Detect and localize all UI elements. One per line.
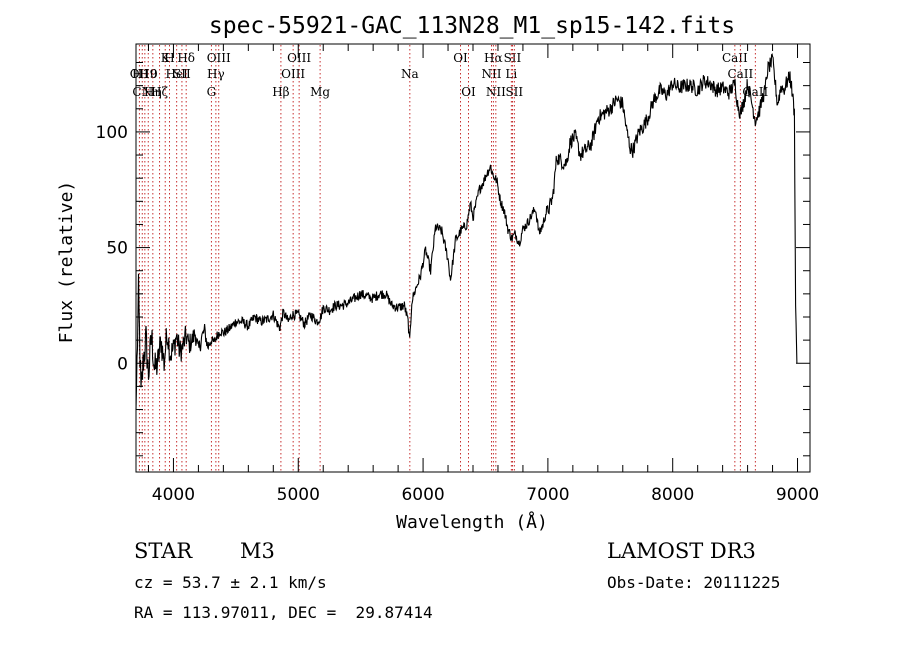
spectral-line-label: CaII bbox=[727, 67, 753, 81]
spectral-line-label: H bbox=[164, 51, 174, 65]
spectral-line-label: OIII bbox=[287, 51, 311, 65]
x-tick-label: 5000 bbox=[277, 485, 320, 505]
coordinates: RA = 113.97011, DEC = 29.87414 bbox=[134, 603, 433, 622]
observation-date: Obs-Date: 20111225 bbox=[607, 573, 781, 592]
survey-name: LAMOST DR3 bbox=[607, 539, 756, 563]
spectral-line-label: OIII bbox=[207, 51, 231, 65]
x-tick-label: 8000 bbox=[651, 485, 694, 505]
y-tick-label: 100 bbox=[96, 123, 128, 143]
x-tick-label: 6000 bbox=[401, 485, 444, 505]
spectral-line-markers: OIICNH10H9HηHζKHHeISIIHδGHγOIIIHβOIIIOII… bbox=[130, 45, 768, 471]
spectral-line-label: NII bbox=[486, 85, 506, 99]
spectral-line-label: K bbox=[161, 51, 171, 65]
spectral-line-label: OI bbox=[461, 85, 476, 99]
spectral-line-label: SII bbox=[504, 51, 522, 65]
spectral-line-label: Li bbox=[505, 67, 517, 81]
axis-ticks: 4000 5000 6000 7000 8000 9000 0 50 100 bbox=[96, 44, 819, 505]
x-tick-label: 7000 bbox=[526, 485, 569, 505]
spectral-line-label: Mg bbox=[310, 85, 330, 99]
x-tick-label: 9000 bbox=[776, 485, 819, 505]
spectral-line-label: Hγ bbox=[207, 67, 225, 81]
spectral-line-label: Hη bbox=[144, 85, 162, 99]
object-subclass: M3 bbox=[240, 539, 275, 563]
spectral-line-label: Na bbox=[401, 67, 419, 81]
spectral-line-label: NII bbox=[481, 67, 501, 81]
spectral-line-label: G bbox=[207, 85, 217, 99]
x-tick-label: 4000 bbox=[152, 485, 195, 505]
redshift-value: cz = 53.7 ± 2.1 km/s bbox=[134, 573, 327, 592]
spectral-line-label: H10 bbox=[132, 67, 158, 81]
y-axis-label: Flux (relative) bbox=[56, 181, 77, 344]
spectrum-line bbox=[135, 53, 798, 410]
y-tick-label: 0 bbox=[117, 354, 128, 374]
spectral-line-label: SII bbox=[173, 67, 191, 81]
chart-title: spec-55921-GAC_113N28_M1_sp15-142.fits bbox=[209, 13, 735, 39]
plot-frame bbox=[135, 43, 811, 473]
spectral-line-label: CaII bbox=[722, 51, 748, 65]
spectral-line-label: CN bbox=[132, 85, 152, 99]
spectral-line-label: Hζ bbox=[151, 85, 168, 99]
spectral-line-label: OI bbox=[453, 51, 468, 65]
spectral-line-label: OIII bbox=[281, 67, 305, 81]
spectral-line-label: HeI bbox=[166, 67, 189, 81]
x-axis-label: Wavelength (Å) bbox=[396, 511, 548, 533]
spectral-line-label: Hβ bbox=[272, 85, 289, 99]
spectral-line-label: Hα bbox=[484, 51, 503, 65]
spectral-line-label: SII bbox=[505, 85, 523, 99]
spectral-line-label: Hδ bbox=[177, 51, 195, 65]
y-tick-label: 50 bbox=[106, 239, 128, 259]
spectral-line-label: H9 bbox=[139, 67, 157, 81]
spectral-line-label: OII bbox=[130, 67, 150, 81]
object-class: STAR bbox=[134, 539, 193, 563]
